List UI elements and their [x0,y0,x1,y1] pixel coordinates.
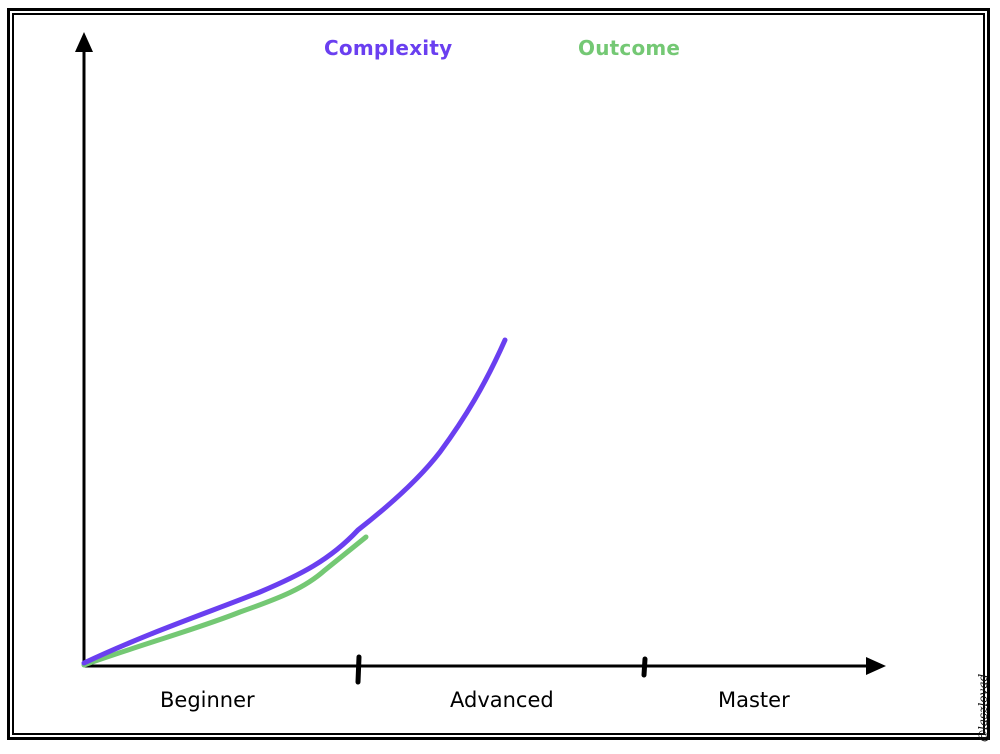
inner-frame [12,13,985,735]
legend-outcome: Outcome [578,36,681,60]
x-label-advanced: Advanced [450,688,554,712]
x-axis-arrow-icon [866,657,886,675]
legend-complexity: Complexity [324,36,453,60]
x-tick-master [641,656,648,678]
outer-frame [7,8,990,740]
author-signature: @laszlovad [976,673,990,742]
x-tick-advanced [355,654,362,685]
outcome-line [81,534,369,668]
x-label-master: Master [718,688,790,712]
complexity-line [81,337,508,666]
y-axis-arrow-icon [75,32,93,52]
x-label-beginner: Beginner [160,688,255,712]
